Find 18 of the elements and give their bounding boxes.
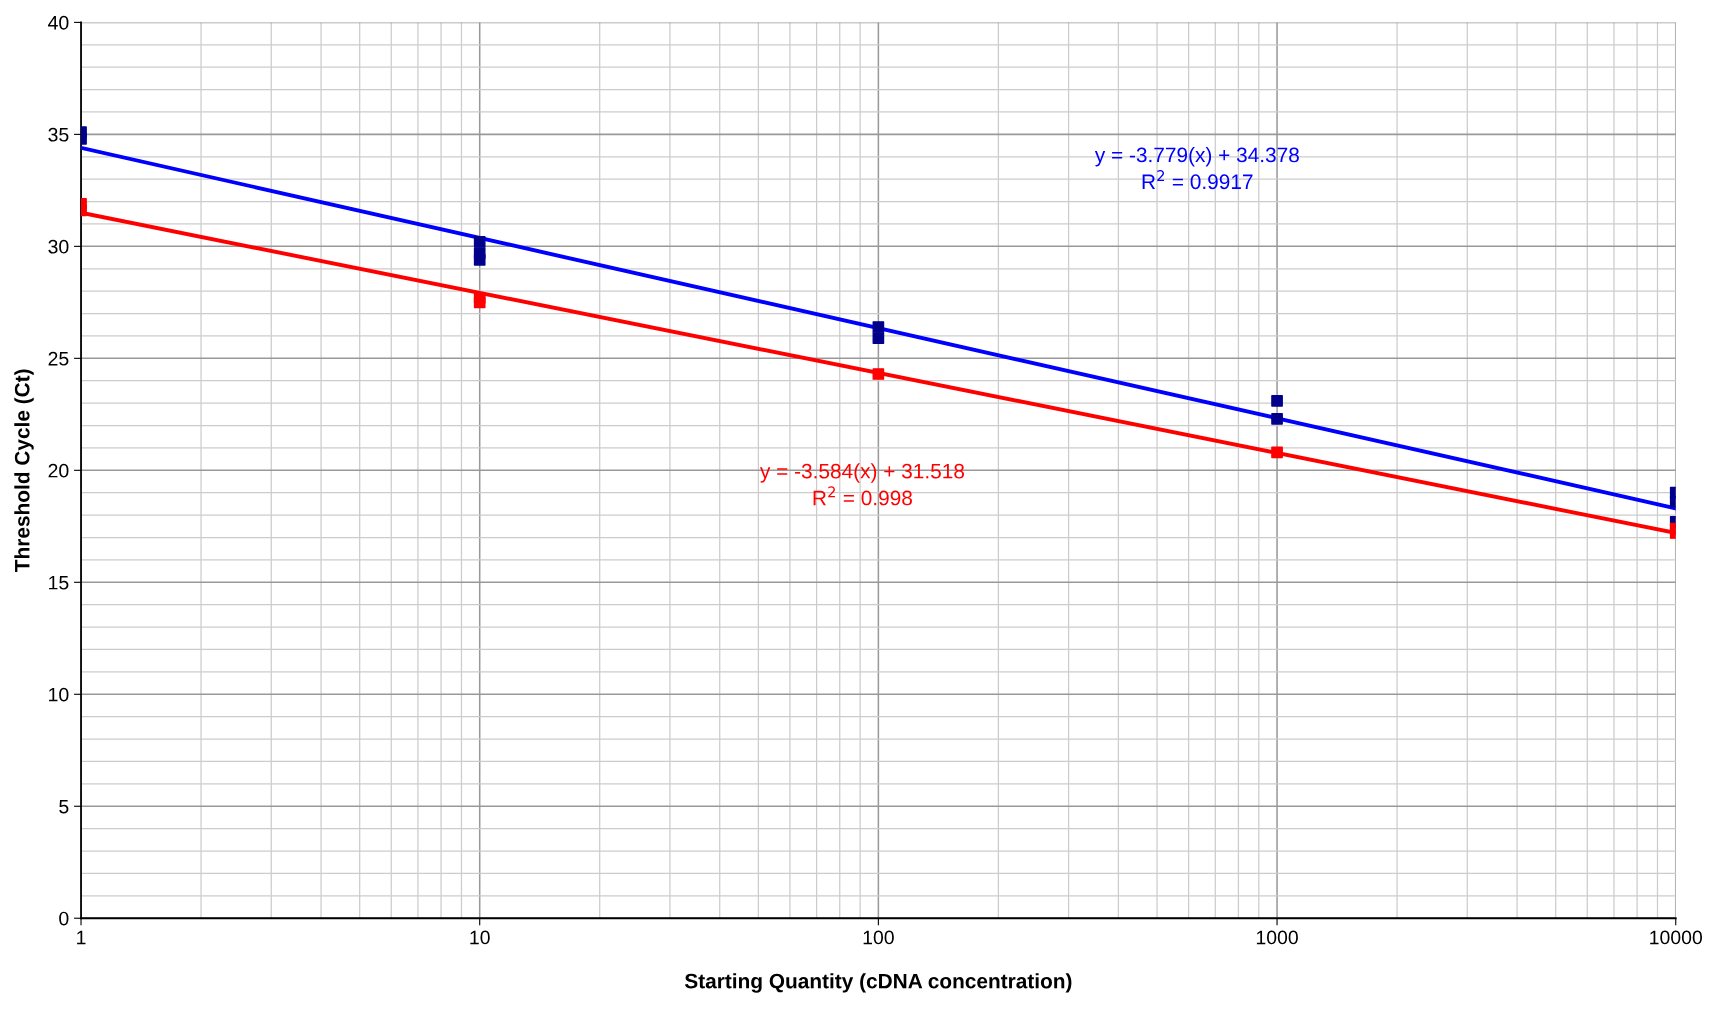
x-axis-title: Starting Quantity (cDNA concentration) (684, 973, 1072, 993)
y-tick-label: 20 (48, 463, 69, 478)
y-tick-label: 0 (59, 911, 69, 926)
y-tick-label: 40 (48, 15, 69, 30)
y-axis-title: Threshold Cycle (Ct) (14, 369, 34, 572)
x-tick-label: 100 (863, 930, 894, 945)
annotation: y = -3.584(x) + 31.518 R$^{2}$ = 0.998 (760, 463, 965, 506)
annotation: y = -3.779(x) + 34.378 R$^{2}$ = 0.9917 (1094, 147, 1299, 190)
x-tick-label: 1000 (1256, 930, 1298, 945)
y-tick-label: 5 (59, 799, 69, 814)
y-tick-label: 35 (48, 127, 69, 142)
x-tick-label: 10000 (1650, 930, 1703, 945)
y-tick-label: 30 (48, 239, 69, 254)
x-tick-label: 1 (77, 930, 86, 945)
y-tick-label: 10 (49, 687, 69, 702)
x-tick-label: 10 (470, 930, 490, 945)
y-tick-label: 15 (49, 575, 69, 590)
y-tick-label: 25 (48, 351, 69, 366)
